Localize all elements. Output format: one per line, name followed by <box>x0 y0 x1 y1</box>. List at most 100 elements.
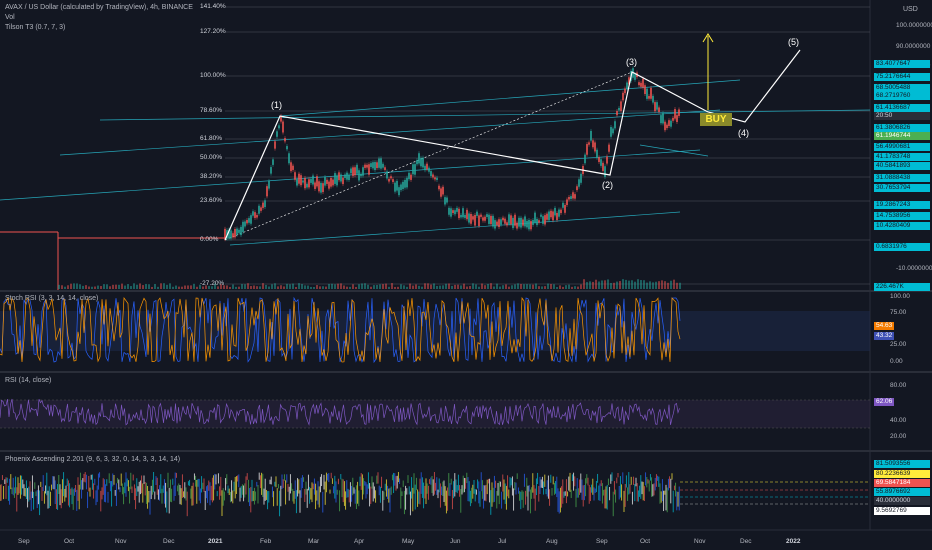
volume-bar <box>64 286 66 289</box>
candle-body <box>592 140 594 148</box>
price-tag: 41.1783748 <box>874 153 930 161</box>
volume-bar <box>514 284 516 289</box>
stoch-value-tag: 54.63 <box>874 322 895 330</box>
candle-body <box>550 210 552 218</box>
candle-body <box>304 177 306 189</box>
volume-bar <box>328 283 330 289</box>
volume-bar <box>346 286 348 289</box>
candle-body <box>256 215 258 218</box>
fib-level-label: 127.20% <box>200 28 226 35</box>
arrow-head-icon <box>702 33 714 43</box>
volume-bar <box>334 284 336 289</box>
volume-bar <box>427 283 429 289</box>
volume-bar <box>424 283 426 289</box>
fib-retracement[interactable] <box>225 6 870 285</box>
volume-bar <box>196 286 198 289</box>
candle-body <box>332 179 334 186</box>
volume-bar <box>106 284 108 289</box>
volume-bar <box>139 283 141 289</box>
volume-bar <box>451 285 453 289</box>
volume-bar <box>658 281 660 289</box>
candle-body <box>656 102 658 110</box>
candle-body <box>536 218 538 226</box>
candle-body <box>662 113 664 124</box>
price-tag: 20:50 <box>874 112 930 120</box>
candle-body <box>284 138 286 142</box>
candle-body <box>670 120 672 127</box>
candle-body <box>480 214 482 217</box>
volume-bar <box>241 284 243 289</box>
candle-body <box>248 218 250 223</box>
candle-body <box>380 158 382 169</box>
candle-body <box>354 167 356 176</box>
candle-body <box>266 186 268 197</box>
candle-body <box>466 209 468 220</box>
volume-bar <box>340 283 342 289</box>
volume-bar <box>67 285 69 289</box>
volume-bar <box>277 286 279 289</box>
candle-body <box>404 179 406 188</box>
candle-body <box>490 215 492 225</box>
candle-body <box>350 168 352 174</box>
candle-body <box>620 101 622 111</box>
volume-bar <box>406 286 408 289</box>
candle-body <box>334 173 336 184</box>
volume-bar <box>511 285 513 289</box>
volume-bar <box>523 284 525 289</box>
volume-bar <box>145 283 147 289</box>
candle-body <box>322 183 324 193</box>
elliott-wave-path[interactable] <box>224 49 801 241</box>
candle-body <box>450 208 452 217</box>
candle-body <box>614 121 616 129</box>
volume-bar <box>169 283 171 289</box>
volume-bar <box>526 284 528 289</box>
volume-bar <box>619 281 621 289</box>
buy-zone-label[interactable]: BUY <box>700 113 732 126</box>
candle-body <box>370 163 372 167</box>
volume-bar <box>151 286 153 289</box>
candle-body <box>616 110 618 116</box>
candle-body <box>416 160 418 165</box>
fib-base-dashed-line[interactable] <box>224 71 633 241</box>
candle-body <box>258 205 260 214</box>
candle-body <box>644 85 646 95</box>
tilson-label: Tilson T3 (0.7, 7, 3) <box>5 24 66 31</box>
trend-channel[interactable] <box>0 79 871 246</box>
volume-bar <box>538 286 540 289</box>
candle-body <box>664 121 666 131</box>
candle-body <box>402 181 404 190</box>
candle-body <box>382 163 384 168</box>
volume-bar <box>73 283 75 289</box>
volume-bar <box>625 279 627 289</box>
volume-bar <box>655 281 657 289</box>
volume-bar <box>295 286 297 289</box>
volume-bar <box>649 281 651 289</box>
rsi-series <box>0 398 680 426</box>
volume-bar <box>502 285 504 289</box>
price-tag: 68.5005488 <box>874 84 930 92</box>
candle-body <box>286 146 288 150</box>
candle-body <box>268 180 270 189</box>
candle-body <box>238 229 240 233</box>
volume-bar <box>505 284 507 289</box>
volume-bar <box>325 286 327 289</box>
candle-body <box>410 174 412 180</box>
volume-bar <box>499 286 501 289</box>
time-axis-label: May <box>402 538 415 545</box>
volume-bar <box>556 286 558 289</box>
candle-body <box>486 214 488 218</box>
candle-body <box>578 179 580 187</box>
support-line[interactable] <box>639 144 709 157</box>
candle-body <box>522 219 524 226</box>
price-axis-tick: 100.0000000 <box>896 22 932 29</box>
volume-bar <box>142 285 144 289</box>
candle-body <box>468 213 470 223</box>
candle-body <box>568 196 570 200</box>
currency-label: USD <box>903 6 918 13</box>
candle-body <box>436 177 438 180</box>
volume-bar <box>337 283 339 289</box>
candle-body <box>254 212 256 218</box>
volume-bar <box>379 284 381 289</box>
candle-body <box>374 162 376 171</box>
